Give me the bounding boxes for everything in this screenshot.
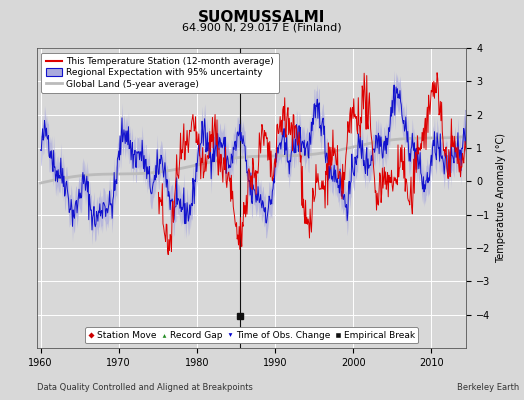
Text: SUOMUSSALMI: SUOMUSSALMI <box>198 10 326 25</box>
Legend: Station Move, Record Gap, Time of Obs. Change, Empirical Break: Station Move, Record Gap, Time of Obs. C… <box>85 327 418 344</box>
Y-axis label: Temperature Anomaly (°C): Temperature Anomaly (°C) <box>496 133 506 263</box>
Text: Data Quality Controlled and Aligned at Breakpoints: Data Quality Controlled and Aligned at B… <box>37 383 253 392</box>
Text: 64.900 N, 29.017 E (Finland): 64.900 N, 29.017 E (Finland) <box>182 22 342 32</box>
Text: Berkeley Earth: Berkeley Earth <box>456 383 519 392</box>
